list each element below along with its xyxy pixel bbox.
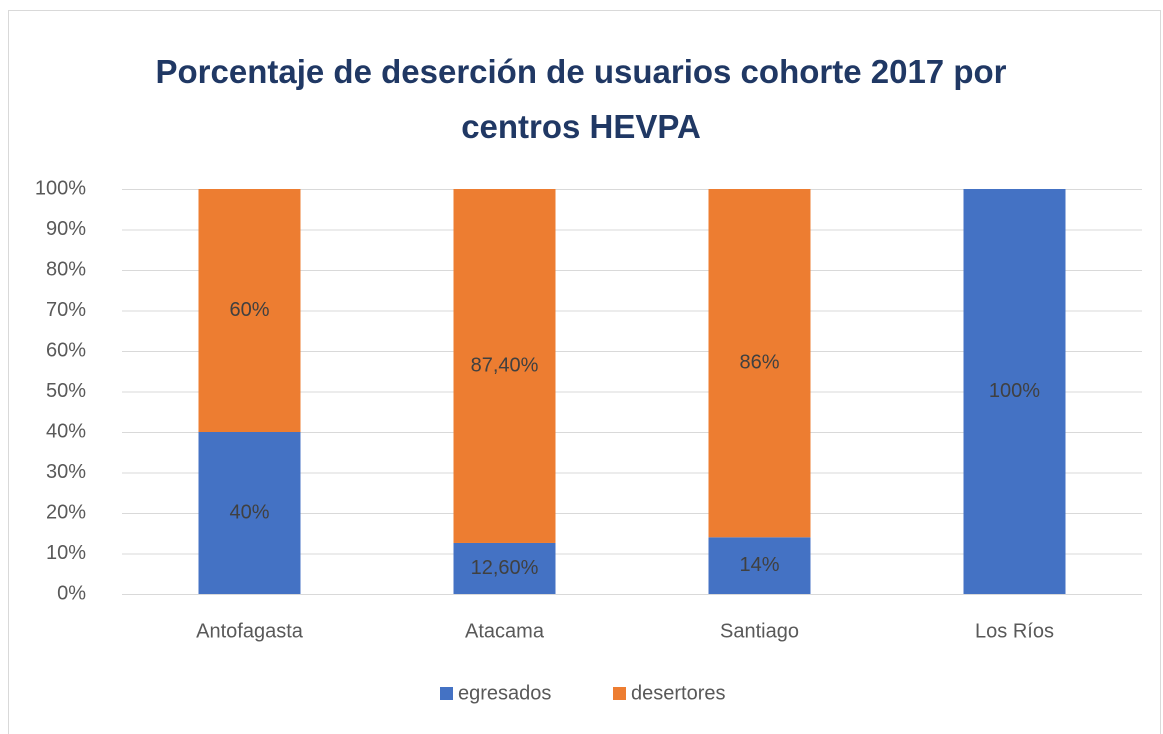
y-tick-label: 60%: [46, 339, 86, 361]
data-label: 100%: [989, 380, 1040, 402]
bar-segment: [963, 189, 1066, 594]
y-tick-label: 20%: [46, 501, 86, 523]
bar-segment: [198, 432, 301, 594]
y-tick-label: 100%: [35, 177, 86, 199]
data-label: 86%: [739, 351, 779, 373]
legend-label: desertores: [631, 682, 726, 704]
data-label: 12,60%: [471, 557, 539, 579]
legend-swatch: [613, 687, 626, 700]
y-tick-label: 10%: [46, 542, 86, 564]
data-label: 14%: [739, 554, 779, 576]
y-tick-label: 40%: [46, 420, 86, 442]
y-tick-label: 30%: [46, 461, 86, 483]
x-tick-label: Atacama: [465, 620, 545, 642]
bar-segment: [198, 189, 301, 432]
chart-frame: [8, 10, 1161, 734]
bar-segment: [453, 189, 556, 543]
data-label: 40%: [229, 501, 269, 523]
y-tick-label: 50%: [46, 380, 86, 402]
y-tick-label: 80%: [46, 258, 86, 280]
bar-segment: [708, 537, 811, 594]
y-tick-label: 90%: [46, 218, 86, 240]
x-tick-label: Los Ríos: [975, 620, 1054, 642]
x-tick-label: Santiago: [720, 620, 799, 642]
y-tick-label: 70%: [46, 299, 86, 321]
y-tick-label: 0%: [57, 582, 86, 604]
bar-segment: [453, 542, 556, 594]
legend-label: egresados: [458, 682, 551, 704]
legend-swatch: [440, 687, 453, 700]
data-label: 87,40%: [471, 354, 539, 376]
bar-segment: [708, 189, 811, 538]
data-label: 60%: [229, 299, 269, 321]
chart-title: Porcentaje de deserción de usuarios coho…: [155, 53, 1007, 145]
x-tick-label: Antofagasta: [196, 620, 304, 642]
